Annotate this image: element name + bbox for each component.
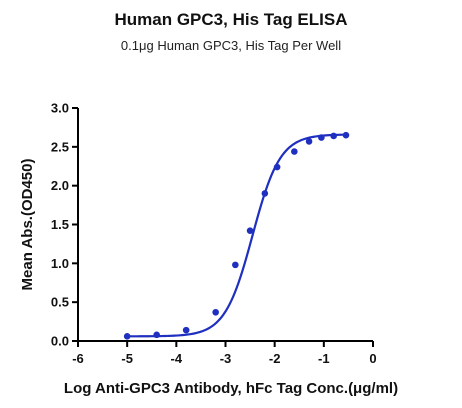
x-tick-label: 0 — [369, 351, 376, 366]
x-tick-label: -6 — [72, 351, 84, 366]
y-tick-label: 1.5 — [51, 217, 69, 232]
data-point — [246, 227, 254, 235]
data-point — [182, 326, 190, 334]
data-point — [123, 333, 131, 340]
data-points — [123, 131, 350, 340]
y-tick-label: 3.0 — [51, 101, 69, 116]
x-tick-label: -1 — [318, 351, 330, 366]
data-point — [212, 308, 219, 316]
data-point — [291, 148, 298, 155]
y-tick-label: 2.5 — [51, 139, 69, 154]
chart-subtitle: 0.1μg Human GPC3, His Tag Per Well — [120, 38, 342, 53]
y-tick-label: 0.5 — [51, 295, 69, 310]
x-tick-label: -4 — [171, 351, 183, 366]
x-tick-label: -2 — [269, 351, 281, 366]
data-point — [232, 261, 239, 269]
data-point — [342, 131, 350, 139]
x-tick-label: -3 — [220, 351, 232, 366]
axes — [77, 108, 373, 342]
y-tick-label: 1.0 — [51, 256, 69, 271]
ticks: 0.0 0.5 1.0 1.5 2.0 2.5 3.0 -6 -5 -4 -3 -2 -1 0 — [51, 101, 377, 367]
fit-curve — [127, 133, 346, 338]
y-tick-label: 2.0 — [51, 178, 69, 193]
x-axis-title: Log Anti-GPC3 Antibody, hFc Tag Conc.(μg… — [64, 380, 398, 397]
y-axis-title: Mean Abs.(OD450) — [19, 159, 36, 291]
data-point — [330, 132, 337, 140]
data-point — [318, 134, 325, 141]
data-point — [153, 331, 160, 339]
chart-title: Human GPC3, His Tag ELISA — [114, 10, 348, 29]
data-point — [261, 190, 269, 197]
y-tick-label: 0.0 — [51, 334, 69, 349]
x-tick-label: -5 — [121, 351, 133, 366]
data-point — [273, 163, 281, 171]
data-point — [305, 138, 313, 145]
